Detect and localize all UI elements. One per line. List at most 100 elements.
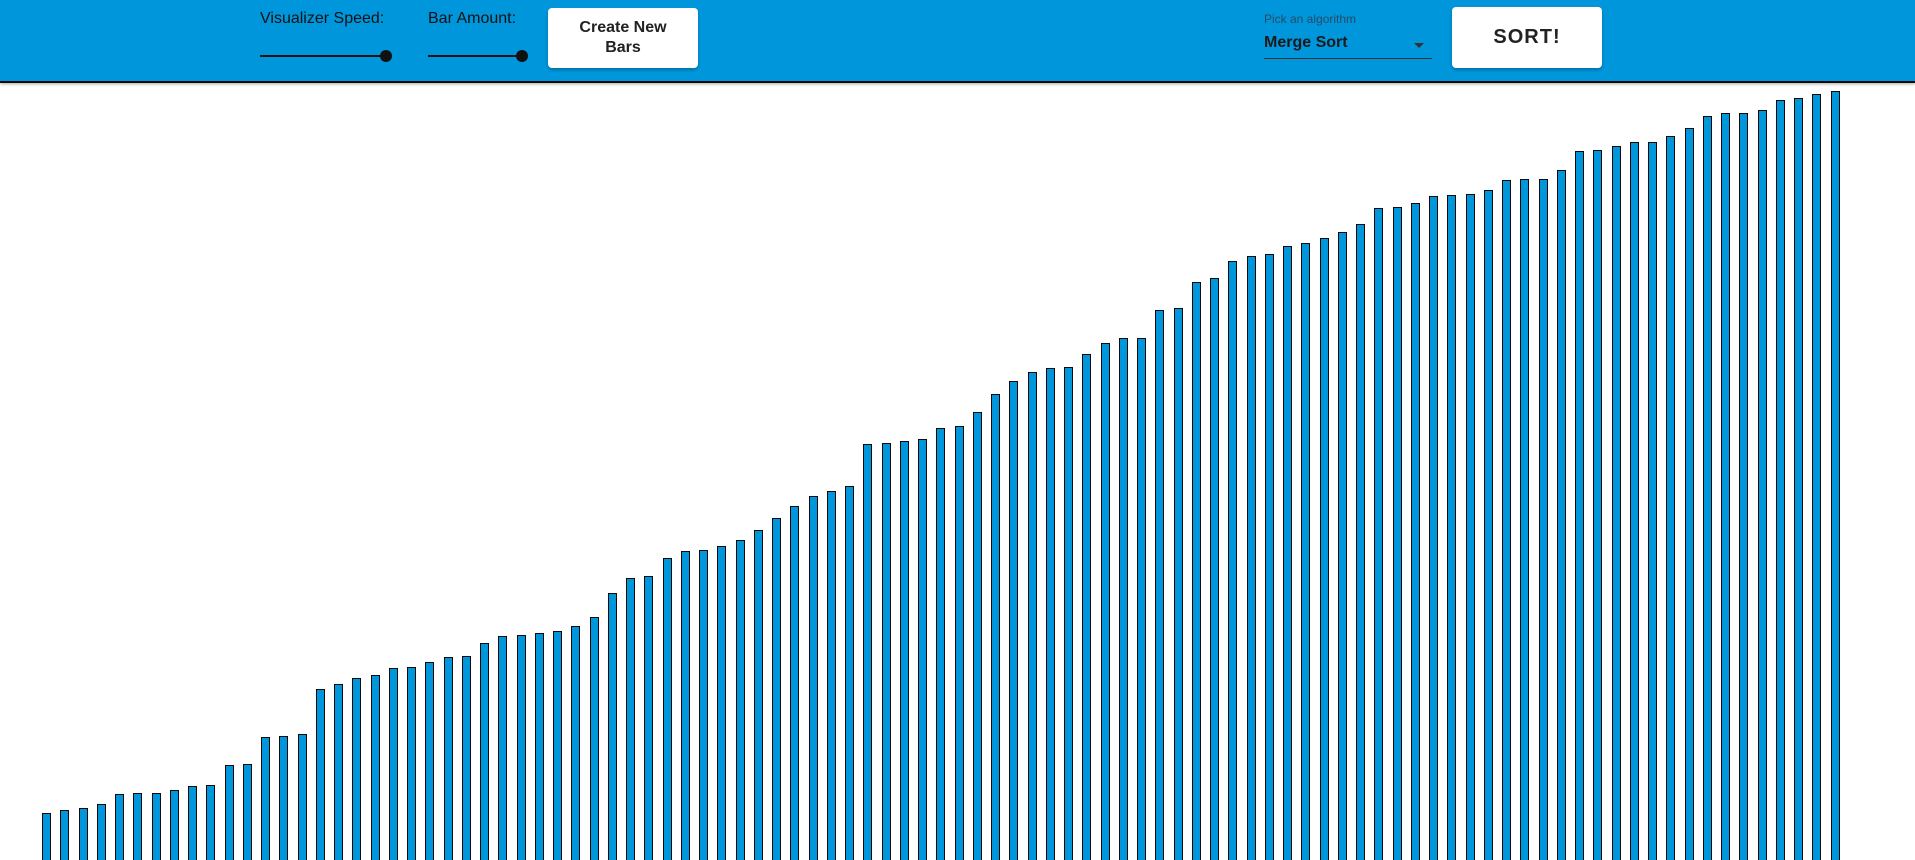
bar (1356, 224, 1365, 860)
bar (279, 736, 289, 860)
algorithm-select-caption: Pick an algorithm (1264, 12, 1357, 26)
bar (188, 786, 197, 860)
bar (1648, 142, 1657, 860)
bar (1392, 207, 1402, 860)
bar (242, 764, 252, 860)
bar (60, 810, 70, 860)
bar (334, 684, 343, 860)
bar (936, 428, 946, 860)
bar (480, 643, 489, 860)
bar (1739, 113, 1749, 860)
chevron-down-icon (1414, 43, 1424, 48)
sort-button[interactable]: SORT! (1452, 7, 1602, 68)
bar (1264, 254, 1274, 860)
algorithm-select[interactable]: Pick an algorithm Merge Sort (1264, 12, 1432, 59)
bar (1429, 196, 1438, 860)
bar (1483, 190, 1493, 860)
bar (224, 765, 234, 860)
bar (498, 636, 508, 860)
bar (1064, 367, 1073, 860)
bar (1337, 232, 1347, 860)
bar (607, 593, 617, 860)
bar (407, 667, 416, 860)
bar (662, 558, 672, 860)
bar (1611, 146, 1621, 860)
bar (918, 439, 927, 860)
bar (1575, 151, 1584, 860)
bar (297, 734, 307, 860)
bar (1045, 368, 1055, 860)
bar (78, 808, 88, 860)
bar (790, 506, 800, 860)
bar (1447, 195, 1457, 860)
bar (261, 737, 270, 860)
bar (1173, 308, 1183, 860)
bar (1702, 116, 1712, 860)
bar (1520, 179, 1530, 860)
bar (425, 662, 435, 860)
bar (717, 546, 727, 860)
bar (1100, 343, 1110, 860)
bar (772, 518, 781, 860)
speed-control: Visualizer Speed: (260, 10, 396, 62)
bar (1502, 180, 1511, 860)
bar (1812, 94, 1822, 860)
bar (1684, 128, 1694, 860)
bar (845, 486, 854, 860)
bar-amount-slider-thumb[interactable] (516, 50, 528, 62)
bar (1301, 243, 1311, 860)
bar (370, 675, 380, 860)
bar (1319, 238, 1329, 860)
bar (151, 793, 161, 860)
bar (1794, 98, 1803, 860)
bar (1191, 282, 1201, 860)
bar (461, 656, 471, 860)
bar (534, 633, 544, 860)
bar (680, 551, 690, 860)
bar (1082, 354, 1092, 860)
bar (42, 813, 51, 860)
bar (1830, 91, 1840, 860)
bar (1775, 100, 1785, 860)
bar (1538, 179, 1548, 860)
bar (1137, 338, 1146, 860)
bar (115, 794, 124, 860)
speed-label: Visualizer Speed: (260, 10, 385, 27)
bar (1374, 208, 1384, 860)
bar (1410, 203, 1420, 860)
bar (808, 496, 818, 860)
bar (972, 412, 982, 860)
bar (881, 443, 891, 860)
bar (991, 394, 1000, 860)
bar (954, 426, 964, 860)
bar (1721, 113, 1730, 860)
bar (826, 491, 836, 860)
bar (352, 678, 362, 860)
bar (571, 626, 581, 860)
bar (1118, 338, 1128, 860)
bar (626, 578, 635, 860)
bar-amount-slider-track (428, 55, 522, 57)
speed-slider-thumb[interactable] (380, 50, 392, 62)
create-new-bars-label: Create New Bars (579, 19, 667, 56)
algorithm-select-value: Merge Sort (1264, 34, 1348, 51)
speed-slider[interactable] (260, 49, 392, 63)
create-new-bars-button[interactable]: Create New Bars (548, 8, 698, 68)
bar (1666, 136, 1676, 860)
bar (1465, 194, 1475, 860)
bar (1629, 142, 1639, 860)
bar (169, 790, 179, 860)
speed-slider-track (260, 55, 386, 57)
bar (1027, 372, 1037, 860)
bar (1210, 278, 1219, 860)
bar (1228, 261, 1238, 860)
bar (553, 631, 562, 860)
bar (443, 657, 453, 860)
bar-amount-slider[interactable] (428, 49, 528, 63)
bar-amount-label: Bar Amount: (428, 10, 517, 27)
bar (644, 576, 654, 860)
bar (1009, 381, 1019, 860)
bars-chart (0, 83, 1915, 860)
bar (899, 441, 909, 860)
bar (1757, 110, 1767, 860)
